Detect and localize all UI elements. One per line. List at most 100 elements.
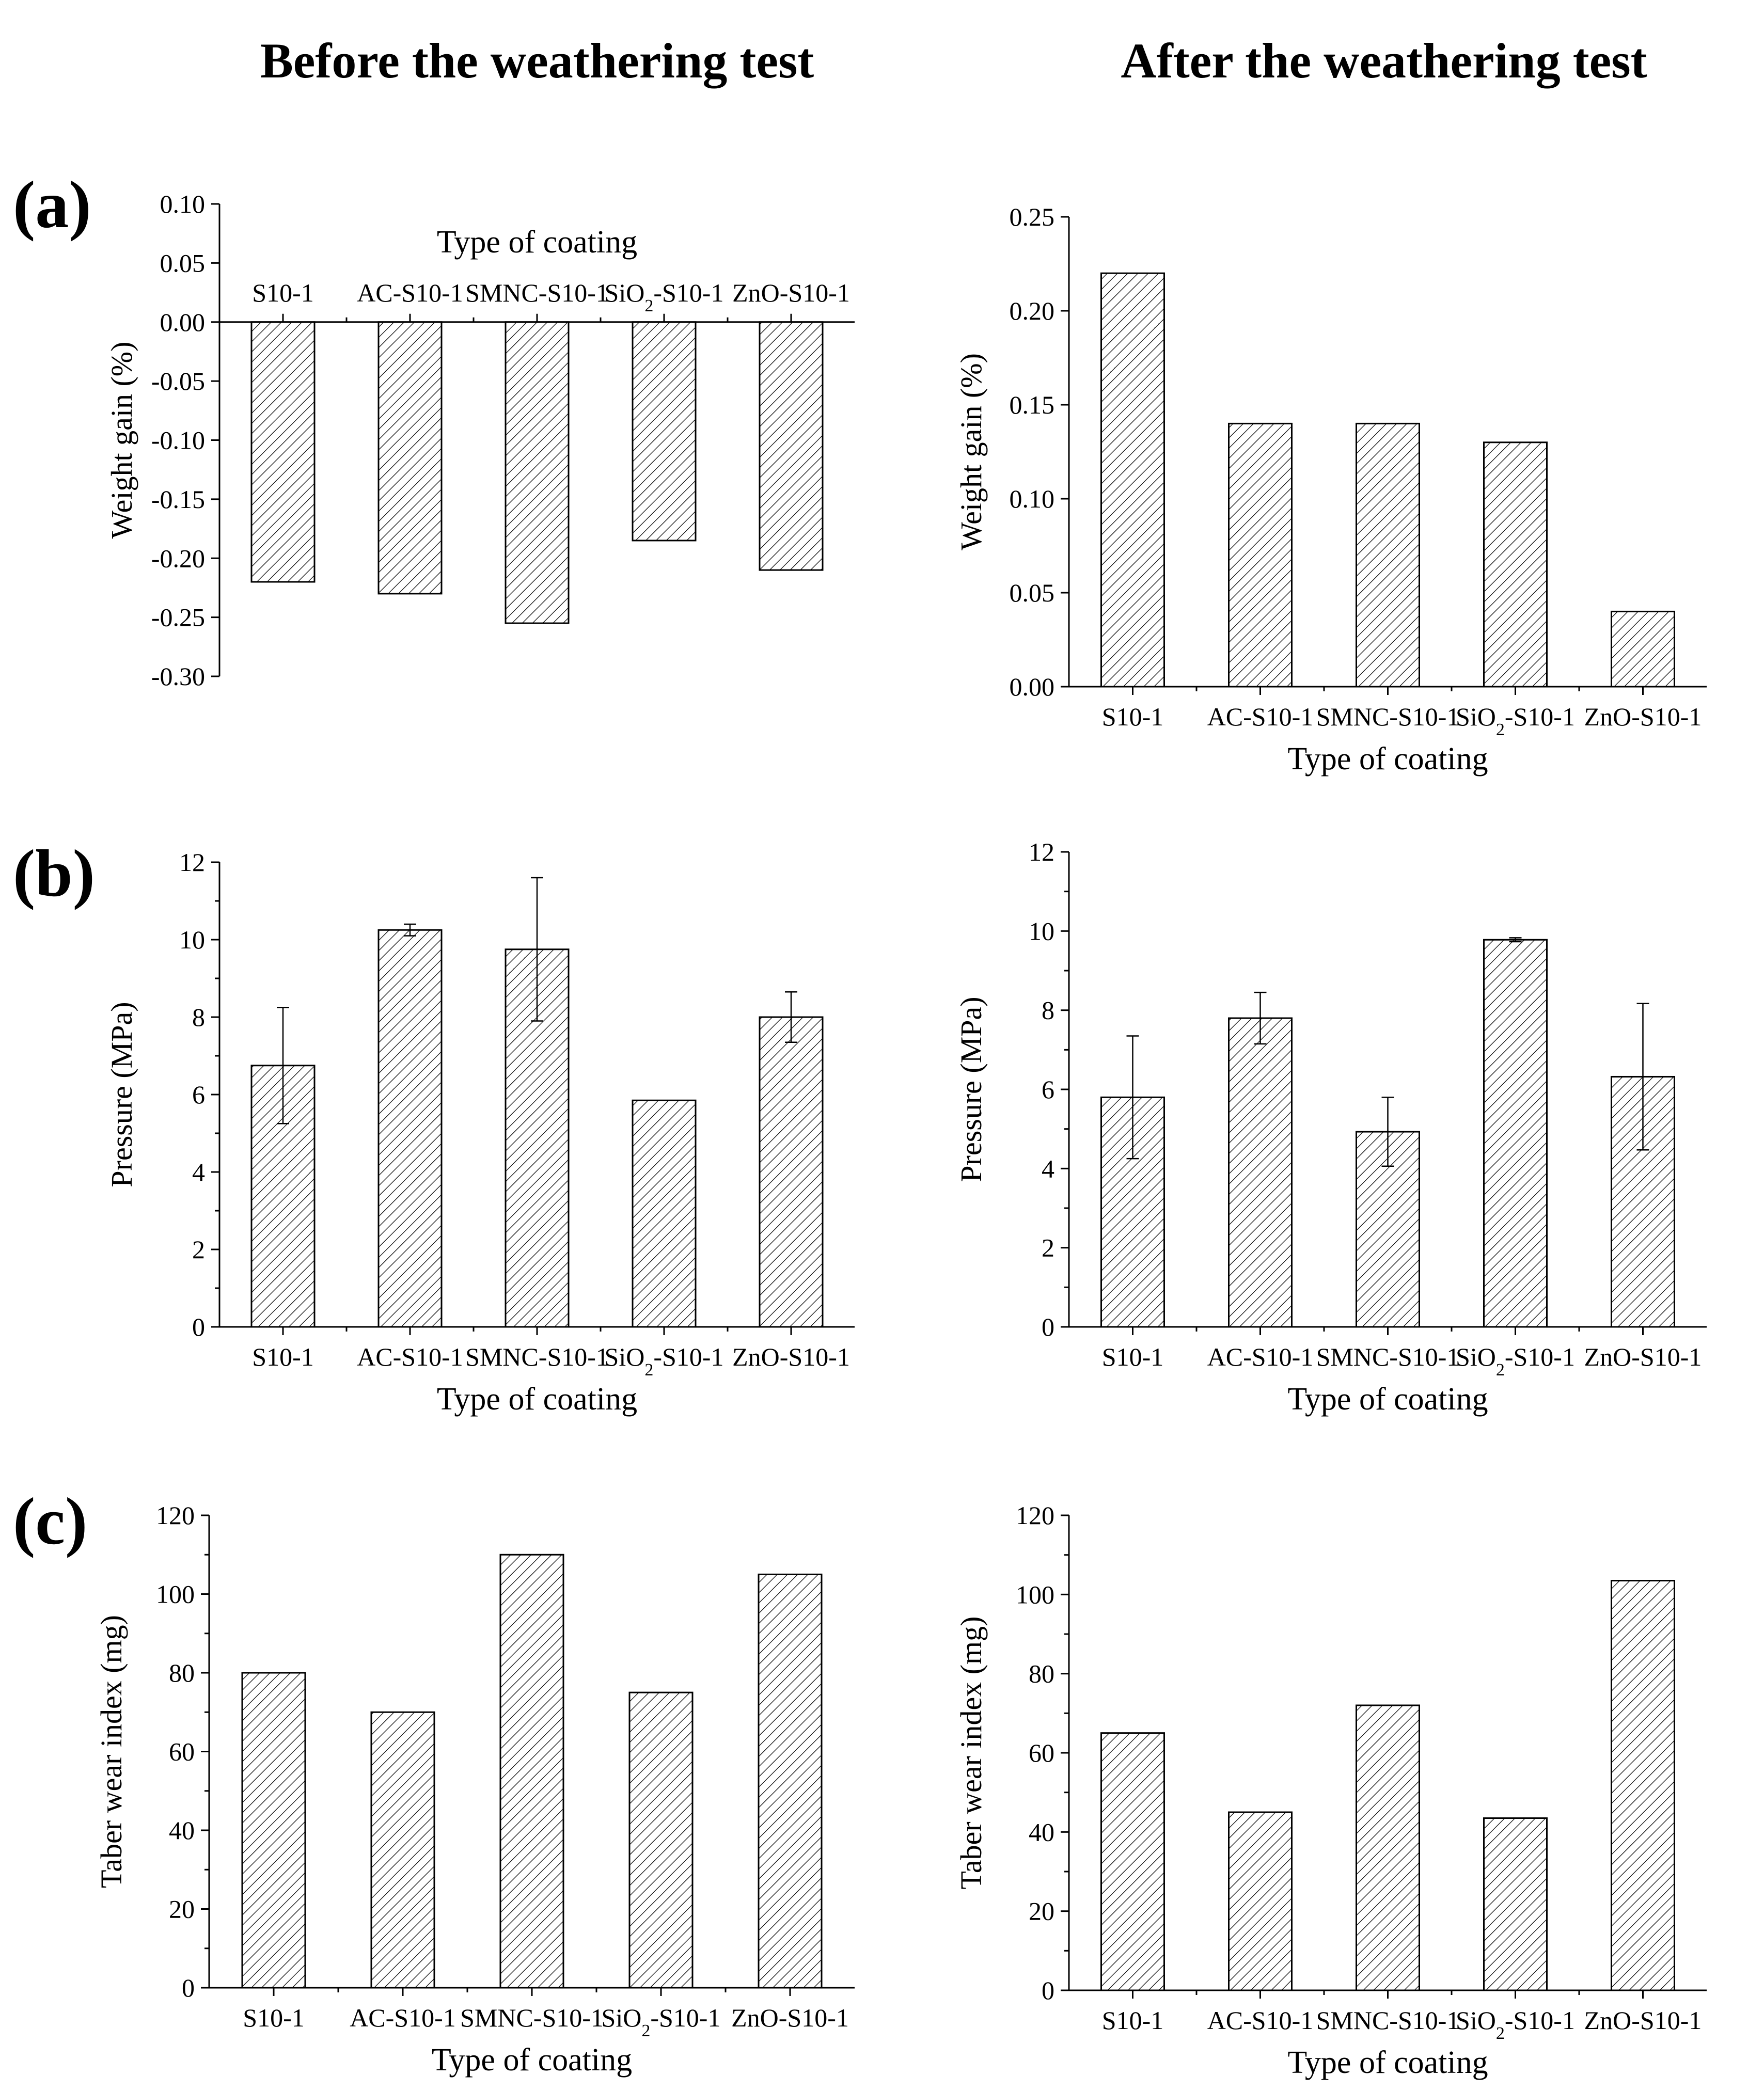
bar-AC-S10-1 — [1228, 1811, 1293, 1991]
x-tick-label: ZnO-S10-1 — [1584, 2006, 1702, 2035]
bar-SiO2-S10-1 — [1483, 1817, 1548, 1991]
x-tick-label: S10-1 — [1102, 1342, 1163, 1371]
y-axis-title: Pressure (MPa) — [954, 996, 988, 1182]
x-tick-label: ZnO-S10-1 — [1584, 702, 1702, 731]
x-tick-label: S10-1 — [243, 2003, 304, 2032]
chart-b-after: 0 2 4 6 8 10 12 Pressure (MPa) S10-1 AC-S10-1 SMNC… — [954, 837, 1707, 1417]
bar-AC-S10-1 — [1228, 1017, 1293, 1328]
bar-SMNC-S10-1 — [499, 1554, 564, 1989]
y-axis-title: Weight gain (%) — [954, 353, 988, 550]
y-tick-label: 8 — [192, 1003, 205, 1032]
y-tick-label: 0.05 — [1010, 578, 1055, 607]
y-tick-label: 80 — [169, 1658, 195, 1687]
y-tick-label: 120 — [1016, 1501, 1054, 1530]
y-tick-label: 100 — [1016, 1580, 1054, 1609]
y-tick-label: 2 — [192, 1235, 205, 1264]
y-tick-label: 0 — [1042, 1312, 1054, 1341]
y-tick-label: 8 — [1042, 996, 1054, 1025]
y-tick-label: 80 — [1029, 1659, 1054, 1688]
bar-SMNC-S10-1 — [1356, 422, 1420, 688]
x-tick-label: SiO2-S10-1 — [605, 1342, 724, 1380]
panel-label-a: (a) — [13, 168, 91, 242]
x-tick-label: S10-1 — [252, 1342, 313, 1371]
y-tick-label: 0.10 — [1010, 484, 1055, 513]
bar-S10-1 — [250, 321, 316, 583]
x-tick-label: SMNC-S10-1 — [465, 1342, 609, 1371]
x-tick-label: SiO2-S10-1 — [605, 278, 724, 315]
y-tick-label: 0.10 — [160, 189, 206, 218]
x-tick-label: SMNC-S10-1 — [460, 2003, 604, 2032]
y-tick-label: 100 — [156, 1580, 195, 1609]
x-tick-label: AC-S10-1 — [1207, 2006, 1314, 2035]
bar-SiO2-S10-1 — [1483, 939, 1548, 1328]
x-tick-label: S10-1 — [1102, 2006, 1163, 2035]
x-tick-label: ZnO-S10-1 — [732, 278, 850, 307]
x-tick-label: SMNC-S10-1 — [465, 278, 609, 307]
y-tick-label: -0.15 — [151, 485, 205, 514]
x-axis-title: Type of coating — [437, 225, 637, 260]
x-tick-label: ZnO-S10-1 — [732, 1342, 850, 1371]
x-tick-label: SMNC-S10-1 — [1316, 1342, 1460, 1371]
y-tick-label: 0.20 — [1010, 296, 1055, 325]
bar-AC-S10-1 — [370, 1711, 435, 1989]
y-tick-label: -0.30 — [151, 662, 205, 691]
y-tick-label: 120 — [156, 1501, 195, 1530]
y-tick-label: 0.25 — [1010, 202, 1055, 231]
chart-a-after: 0.00 0.05 0.10 0.15 0.20 0.25 Weight gain (%) S… — [954, 202, 1707, 777]
x-tick-label: SiO2-S10-1 — [1456, 702, 1575, 739]
bar-S10-1 — [1100, 1732, 1165, 1991]
bar-ZnO-S10-1 — [758, 1573, 823, 1989]
y-axis-title: Taber wear index (mg) — [94, 1615, 128, 1888]
bar-S10-1 — [1100, 272, 1165, 688]
y-tick-label: 2 — [1042, 1233, 1054, 1262]
x-tick-label: SiO2-S10-1 — [1456, 2006, 1575, 2043]
x-tick-label: SiO2-S10-1 — [1456, 1342, 1575, 1380]
y-axis-title: Pressure (MPa) — [105, 1002, 138, 1187]
x-axis-title: Type of coating — [437, 1382, 637, 1417]
bar-ZnO-S10-1 — [1611, 1580, 1675, 1991]
y-tick-label: 4 — [192, 1158, 205, 1186]
y-tick-label: 10 — [1029, 916, 1054, 945]
bar-SMNC-S10-1 — [1356, 1704, 1420, 1991]
bar-AC-S10-1 — [377, 929, 443, 1328]
bar-SiO2-S10-1 — [632, 1099, 697, 1328]
bar-S10-1 — [241, 1672, 306, 1989]
y-tick-label: 6 — [1042, 1075, 1054, 1104]
bar-SiO2-S10-1 — [1483, 441, 1548, 688]
x-tick-label: AC-S10-1 — [357, 278, 463, 307]
bar-SiO2-S10-1 — [632, 321, 697, 542]
y-tick-label: 12 — [179, 848, 205, 877]
y-tick-label: 4 — [1042, 1154, 1054, 1183]
y-tick-label: 0.00 — [1010, 672, 1055, 701]
x-tick-label: S10-1 — [1102, 702, 1163, 731]
x-tick-label: AC-S10-1 — [357, 1342, 463, 1371]
y-tick-label: 10 — [179, 925, 205, 954]
y-axis-title: Weight gain (%) — [105, 342, 138, 539]
y-tick-label: -0.20 — [151, 544, 205, 573]
y-tick-label: 12 — [1029, 837, 1054, 866]
x-tick-label: AC-S10-1 — [1207, 1342, 1314, 1371]
panel-label-c: (c) — [13, 1484, 87, 1559]
bar-ZnO-S10-1 — [759, 321, 824, 571]
bar-SiO2-S10-1 — [628, 1691, 694, 1989]
chart-a-before: -0.30 -0.25 -0.20 -0.15 -0.10 -0.05 0.00 0.05 0.… — [105, 189, 855, 691]
y-tick-label: 60 — [1029, 1738, 1054, 1767]
header-after: After the weathering test — [1121, 33, 1647, 88]
x-axis-title: Type of coating — [1287, 2045, 1488, 2080]
header-before: Before the weathering test — [260, 33, 814, 88]
x-tick-label: AC-S10-1 — [350, 2003, 456, 2032]
y-tick-label: 0 — [182, 1973, 195, 2002]
y-tick-label: 0.15 — [1010, 390, 1055, 419]
y-tick-label: 0.00 — [160, 308, 206, 337]
x-tick-label: SiO2-S10-1 — [602, 2003, 721, 2040]
y-tick-label: 40 — [169, 1816, 195, 1845]
chart-b-before: 0 2 4 6 8 10 12 Pressure (MPa) S10-1 AC-S10-1 SMNC… — [105, 848, 855, 1417]
y-tick-label: 20 — [169, 1895, 195, 1924]
bar-ZnO-S10-1 — [759, 1016, 824, 1328]
chart-c-before: 0 20 40 60 80 100 120 Taber wear index (mg) S10-… — [94, 1501, 855, 2078]
chart-c-after: 0 20 40 60 80 100 120 Taber wear index (mg) S10-… — [954, 1501, 1707, 2080]
y-tick-label: 0 — [192, 1312, 205, 1341]
y-tick-label: 0.05 — [160, 248, 206, 277]
bar-ZnO-S10-1 — [1611, 610, 1675, 688]
